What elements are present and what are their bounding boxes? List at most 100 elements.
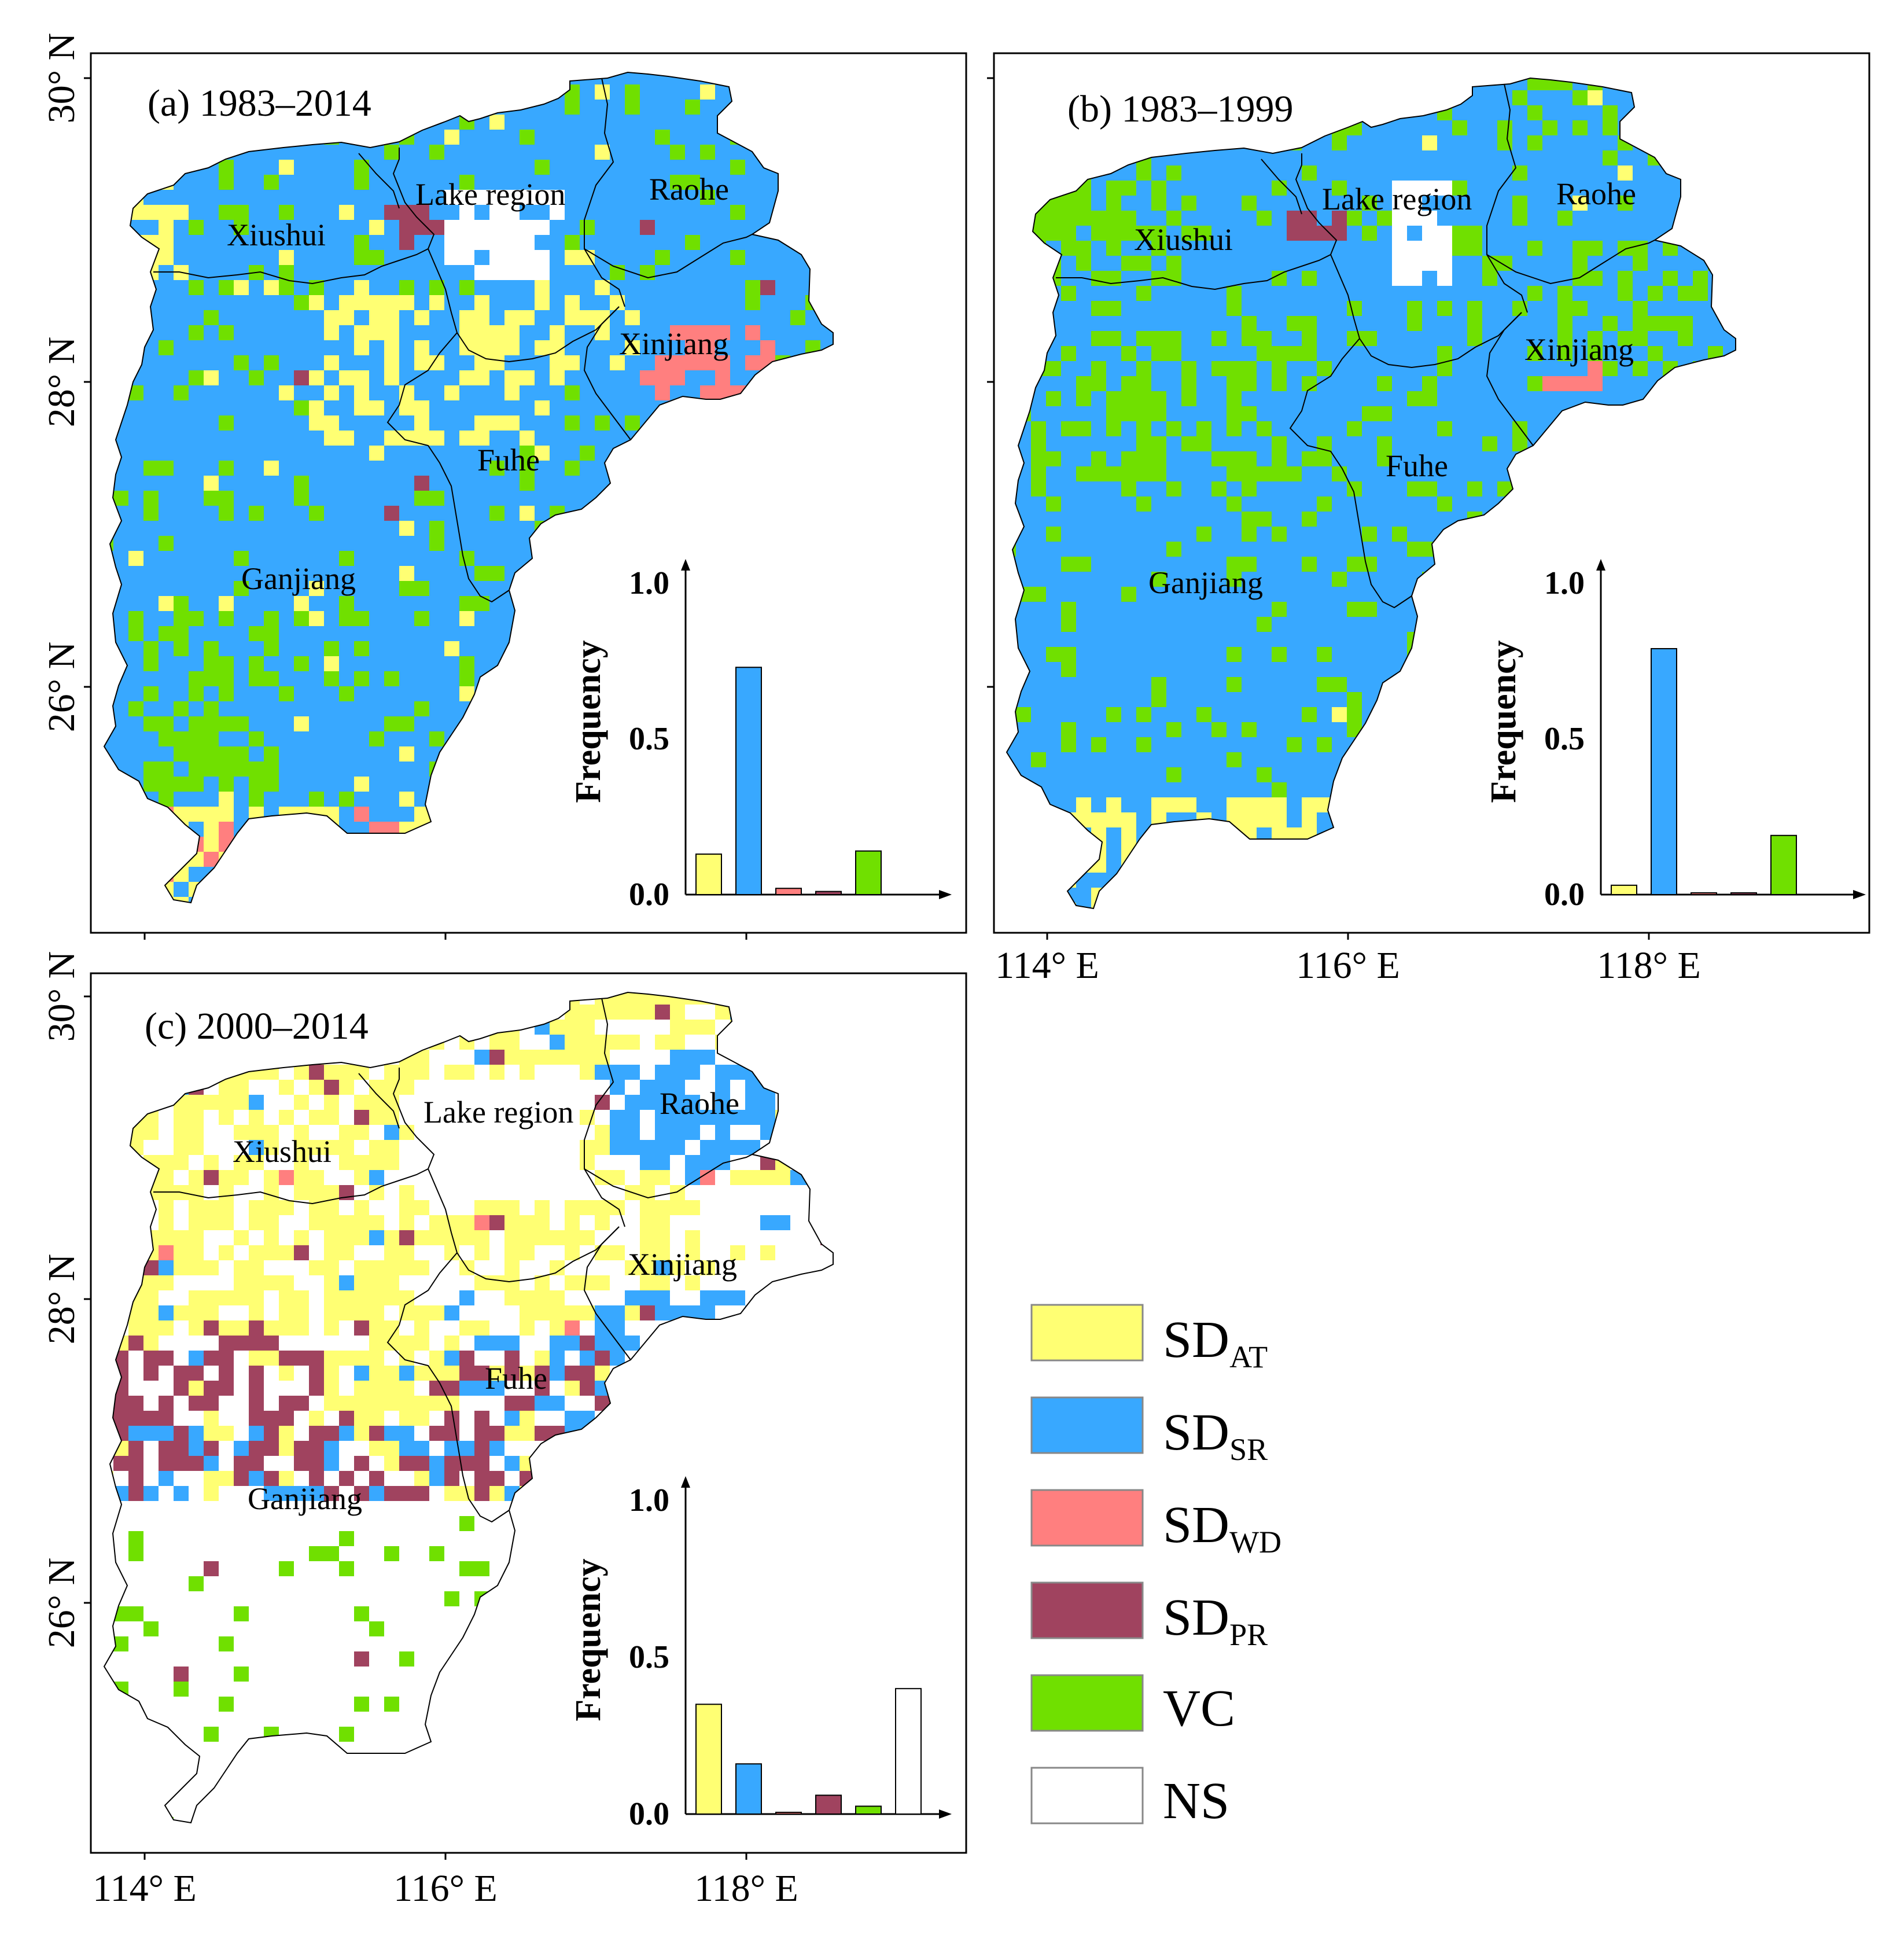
raster-c [104,992,833,1823]
sub-basin-boundary [584,998,625,1227]
sub-basin-boundary [358,153,400,209]
panel-a-title: (a) 1983–2014 [148,82,371,124]
raster-cells-vc [1007,78,1736,797]
y-tick-label: 0.5 [629,721,669,757]
sub-basin-boundary [1261,159,1302,215]
lat-label-30-c: 30° N [40,951,83,1042]
frequency-chart-b: 0.0 0.5 1.0 Frequency [1484,559,1866,913]
legend-label-vc: VC [1163,1680,1235,1737]
x-axis-arrow [939,890,952,899]
sub-basin-boundary [584,234,753,279]
lon-label-114-c: 114° E [93,1867,197,1910]
sub-basin-boundary [1289,338,1412,609]
region-label-lake-region: Lake region [415,177,565,212]
legend-label-sd-pr: SDPR [1163,1589,1268,1652]
sub-basin-boundary [428,248,620,363]
basin-outline [103,71,834,904]
basin-outline [1006,77,1736,910]
bar-sd-at [695,1704,722,1815]
legend: SDAT SDSR SDWD SDPR VC NS [1030,1304,1281,1830]
y-tick-label: 0.0 [629,877,669,913]
basin-outline [103,991,834,1824]
sub-basin-boundary [1056,153,1338,290]
map-panel-c [103,991,834,1824]
sub-basin-boundary [1330,254,1522,369]
region-label-xiushui: Xiushui [233,1134,332,1169]
region-label-xinjiang: Xinjiang [619,326,728,361]
sub-basin-boundary [1486,83,1528,313]
region-label-raohe: Raohe [649,172,729,207]
panel-c-region-labels: Xiushui Lake region Raohe Xinjiang Fuhe … [233,1086,739,1516]
region-label-raohe: Raohe [1556,176,1636,211]
region-label-xinjiang: Xinjiang [628,1247,737,1282]
lat-labels: 30° N 28° N 26° N 30° N 28° N 26° N [40,33,83,1649]
region-label-fuhe: Fuhe [485,1361,547,1396]
legend-item-sd-at: SDAT [1030,1304,1268,1374]
y-tick-label: 0.0 [629,1796,669,1832]
region-label-raohe: Raohe [660,1086,739,1121]
raster-cells-sd-wd [1542,361,1603,391]
panel-b-region-labels: Xiushui Lake region Raohe Xinjiang Fuhe … [1134,176,1636,600]
x-axis-arrow [1853,890,1866,899]
region-label-xinjiang: Xinjiang [1524,332,1634,367]
lat-label-28: 28° N [40,337,83,428]
legend-item-sd-sr: SDSR [1030,1396,1268,1467]
bar-sd-wd [775,1812,802,1815]
legend-label-sd-wd: SDWD [1163,1496,1281,1559]
region-label-ganjiang: Ganjiang [1148,565,1263,600]
sub-basin-boundary [1486,240,1655,285]
region-label-lake-region: Lake region [1322,182,1472,216]
region-label-fuhe: Fuhe [1386,448,1448,483]
region-label-fuhe: Fuhe [477,443,540,477]
bar-sd-at [695,854,722,896]
region-label-xiushui: Xiushui [1134,222,1233,257]
bar-sd-pr [815,891,842,895]
y-tick-label: 0.5 [629,1639,669,1675]
bar-sd-pr [815,1794,842,1815]
sub-basin-boundary [583,306,631,440]
lon-label-116-c: 116° E [393,1867,498,1910]
y-axis-label: Frequency [569,640,608,803]
bar-sd-pr [1730,892,1757,895]
sub-basin-boundary [386,332,510,603]
bar-vc [855,1805,882,1815]
y-tick-label: 1.0 [629,1482,669,1518]
region-label-lake-region: Lake region [423,1095,573,1130]
lat-label-26: 26° N [40,642,83,733]
raster-cells-vc [104,72,833,807]
lon-label-118-c: 118° E [694,1867,798,1910]
y-axis-arrow [681,559,690,571]
sub-basin-boundary [358,1073,400,1129]
sub-basin-boundary [584,78,625,307]
panel-a-region-labels: Xiushui Lake region Raohe Xinjiang Fuhe … [227,172,729,596]
legend-item-sd-wd: SDWD [1030,1489,1281,1559]
raster-cells-vc [104,1501,833,1823]
y-tick-label: 1.0 [1544,565,1585,601]
bar-vc [1770,834,1797,896]
lon-label-114: 114° E [995,944,1099,987]
panel-b-frame [993,52,1870,934]
legend-item-ns: NS [1030,1767,1229,1830]
bar-sd-sr [735,1763,762,1815]
y-tick-label: 1.0 [629,565,669,601]
raster-cells-ns [1392,181,1452,286]
region-label-ganjiang: Ganjiang [241,561,356,596]
legend-item-vc: VC [1030,1674,1235,1737]
lon-label-116: 116° E [1296,944,1400,987]
panel-a-frame [90,52,967,934]
bar-sd-sr [735,667,762,895]
lat-ticks [84,77,994,1604]
y-axis-label: Frequency [1484,640,1523,803]
sub-basin-boundary [153,1068,435,1205]
y-tick-label: 0.5 [1544,721,1585,757]
legend-swatch-sd-pr [1030,1581,1144,1639]
region-label-xiushui: Xiushui [227,218,326,252]
legend-swatch-ns [1030,1767,1144,1824]
legend-label-ns: NS [1163,1772,1229,1830]
raster-cells-sd-at [104,992,833,1501]
lon-label-118: 118° E [1597,944,1701,987]
y-axis-label: Frequency [569,1558,608,1721]
sub-basin-boundary [153,148,435,285]
sub-basin-boundary [583,1226,631,1360]
